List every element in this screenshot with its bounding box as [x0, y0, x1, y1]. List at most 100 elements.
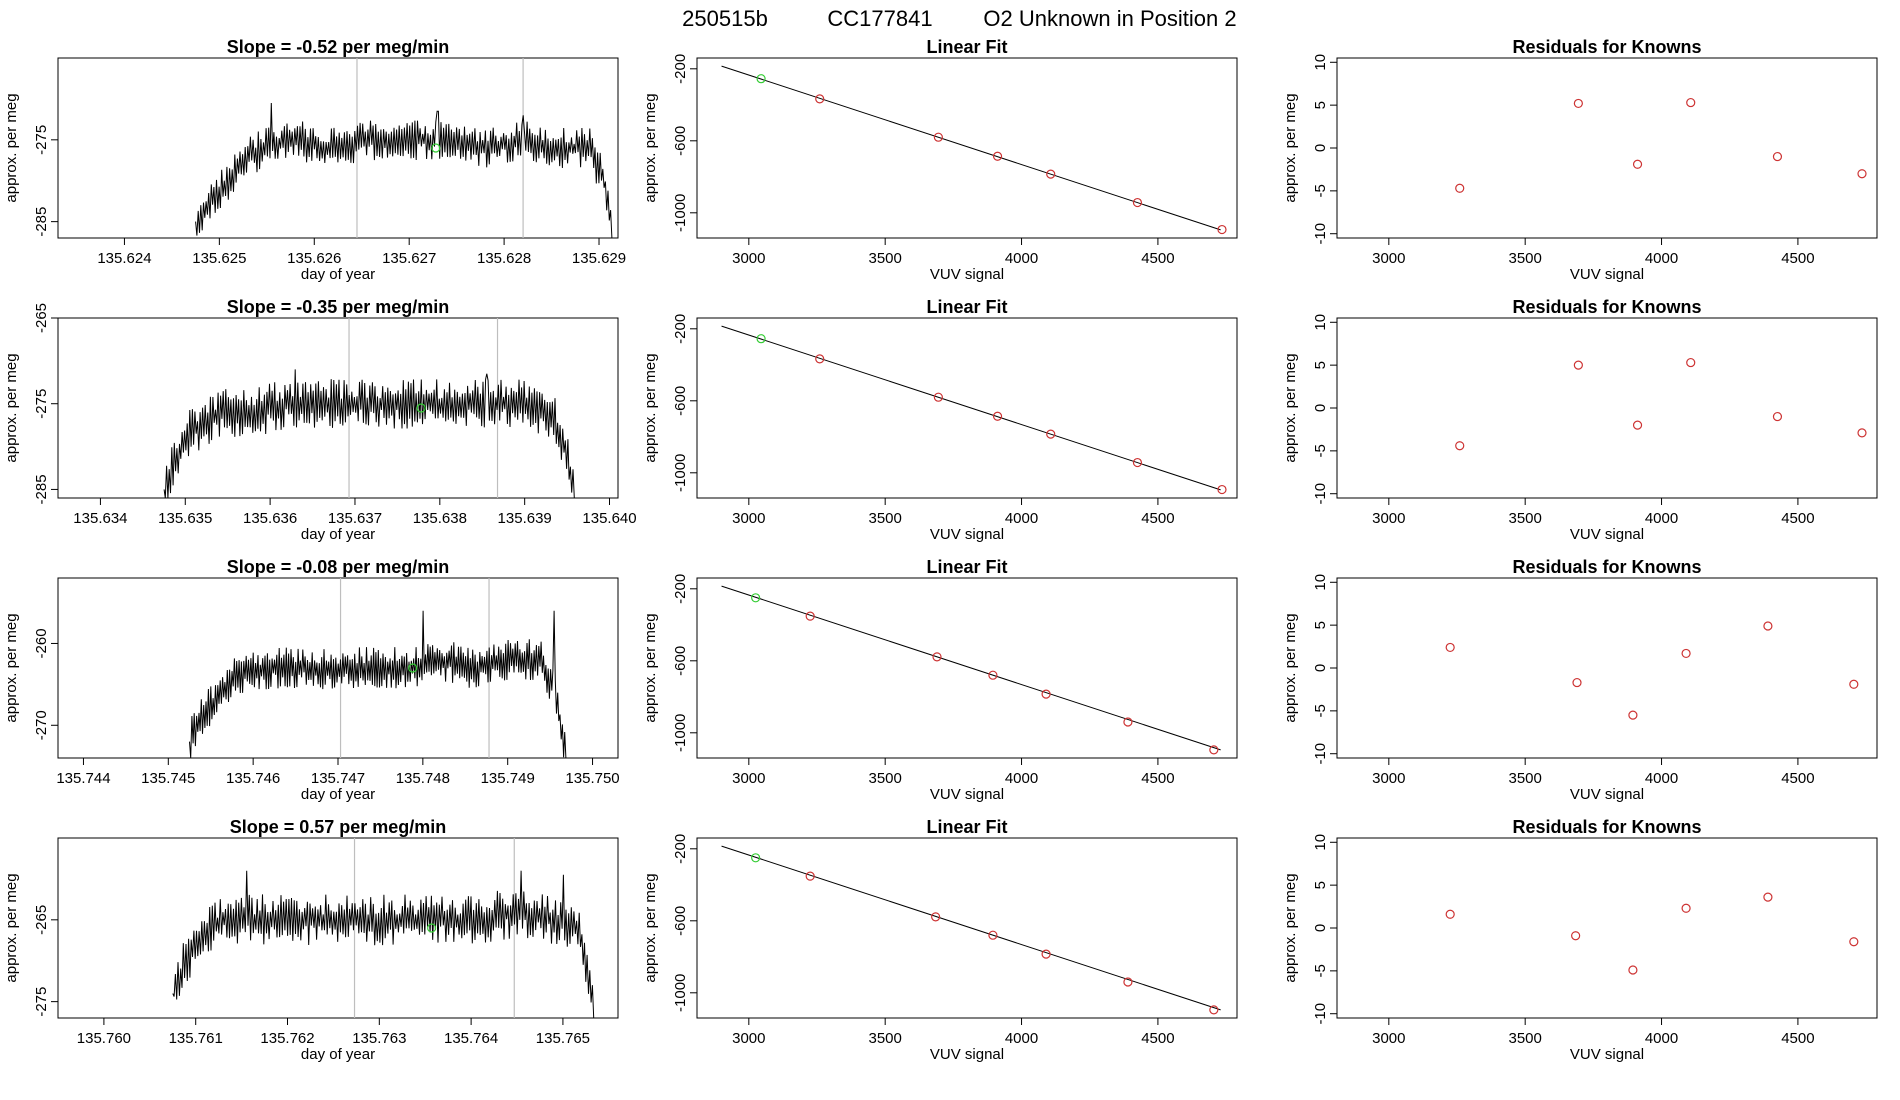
signal-trace: [172, 870, 595, 1019]
plot-title: Residuals for Knowns: [1512, 37, 1701, 57]
plot-frame: [1336, 57, 1878, 239]
y-axis-label: approx. per meg: [3, 93, 20, 202]
unknown-point: [751, 593, 761, 603]
y-tick-label: 0: [1312, 404, 1329, 412]
fit-line: [721, 585, 1221, 751]
y-tick-label: -275: [33, 125, 50, 155]
signal-trace: [189, 610, 568, 759]
y-tick-label: 10: [1312, 314, 1329, 331]
known-point: [815, 354, 825, 364]
y-tick-label: -10: [1312, 743, 1329, 765]
y-tick-label: -600: [672, 646, 689, 676]
known-point: [815, 94, 825, 104]
y-tick-label: 0: [1312, 664, 1329, 672]
y-axis-label: approx. per meg: [642, 873, 659, 982]
y-tick-label: -1000: [672, 974, 689, 1012]
known-point: [988, 670, 998, 680]
panel-timeseries-row-2: Slope = -0.35 per meg/min 135.634 135.635 1…: [3, 297, 637, 543]
unknown-mean-marker: [431, 143, 441, 153]
plot-frame: [696, 837, 1238, 1019]
x-tick-label: 135.744: [56, 770, 110, 787]
plot-frame: [696, 57, 1238, 239]
known-point: [1046, 429, 1056, 439]
panel-linear_fit-row-2: Linear Fit 3000 3500 4000 4500 VUV signal -100…: [642, 297, 1238, 543]
x-axis-label: day of year: [301, 526, 375, 543]
y-tick-label: 5: [1312, 361, 1329, 369]
y-tick-label: -260: [33, 628, 50, 658]
x-axis-label: VUV signal: [1570, 266, 1644, 283]
x-tick-label: 3500: [1508, 510, 1541, 527]
known-point: [933, 132, 943, 142]
plot-title: Slope = 0.57 per meg/min: [230, 817, 447, 837]
y-axis-label: approx. per meg: [1282, 613, 1299, 722]
y-axis-label: approx. per meg: [1282, 353, 1299, 462]
x-tick-label: 135.634: [73, 510, 127, 527]
residual-point: [1857, 169, 1867, 179]
signal-trace: [163, 369, 576, 499]
x-tick-label: 135.765: [536, 1030, 590, 1047]
x-tick-label: 135.626: [287, 250, 341, 267]
known-point: [1041, 689, 1051, 699]
y-tick-label: -200: [672, 834, 689, 864]
residual-point: [1763, 621, 1773, 631]
residual-point: [1573, 98, 1583, 109]
known-point: [805, 611, 815, 621]
y-tick-label: -10: [1312, 483, 1329, 505]
plot-frame: [57, 317, 619, 499]
x-tick-label: 3000: [1372, 250, 1405, 267]
signal-trace: [195, 102, 614, 239]
y-tick-label: -1000: [672, 194, 689, 232]
known-point: [931, 912, 941, 922]
residual-point: [1849, 679, 1859, 689]
residual-point: [1772, 151, 1783, 162]
residual-point: [1632, 420, 1643, 430]
known-point: [992, 411, 1003, 421]
unknown-point: [751, 853, 761, 863]
unknown-point: [756, 74, 766, 84]
y-tick-label: 5: [1312, 621, 1329, 629]
y-tick-label: -600: [672, 126, 689, 156]
x-axis-label: day of year: [301, 786, 375, 803]
residual-point: [1445, 642, 1455, 653]
y-tick-label: -10: [1312, 223, 1329, 245]
panel-timeseries-row-3: Slope = -0.08 per meg/min 135.744 135.745 1…: [3, 557, 620, 803]
x-tick-label: 3500: [868, 1030, 901, 1047]
residual-point: [1445, 909, 1455, 919]
plot-frame: [696, 577, 1238, 759]
y-tick-label: -265: [33, 303, 50, 333]
x-axis-label: VUV signal: [930, 786, 1004, 803]
y-axis-label: approx. per meg: [642, 353, 659, 462]
x-tick-label: 4500: [1141, 510, 1174, 527]
known-point: [1123, 717, 1133, 727]
residual-point: [1628, 710, 1638, 720]
figure-title-description: O2 Unknown in Position 2: [983, 6, 1236, 31]
y-tick-label: -600: [672, 386, 689, 416]
x-axis-label: VUV signal: [1570, 526, 1644, 543]
plot-frame: [696, 317, 1238, 499]
residual-point: [1455, 441, 1465, 451]
residual-point: [1573, 360, 1583, 370]
x-tick-label: 3500: [868, 250, 901, 267]
residual-point: [1632, 159, 1643, 169]
plot-title: Linear Fit: [926, 37, 1007, 57]
plot-title: Residuals for Knowns: [1512, 557, 1701, 577]
x-tick-label: 3500: [868, 510, 901, 527]
known-point: [1132, 197, 1143, 208]
known-point: [805, 871, 815, 881]
fit-line: [721, 845, 1221, 1011]
x-tick-label: 4500: [1781, 770, 1814, 787]
plot-title: Residuals for Knowns: [1512, 817, 1701, 837]
y-axis-label: approx. per meg: [1282, 873, 1299, 982]
x-tick-label: 4000: [1645, 770, 1678, 787]
residual-point: [1686, 357, 1696, 368]
panel-linear_fit-row-1: Linear Fit 3000 3500 4000 4500 VUV signal -100…: [642, 37, 1238, 283]
y-tick-label: 10: [1312, 834, 1329, 851]
x-tick-label: 4500: [1141, 250, 1174, 267]
plot-title: Residuals for Knowns: [1512, 297, 1701, 317]
plot-frame: [1336, 317, 1878, 499]
x-tick-label: 135.639: [498, 510, 552, 527]
x-tick-label: 4500: [1781, 1030, 1814, 1047]
panel-timeseries-row-4: Slope = 0.57 per meg/min 135.760 135.761 13…: [3, 817, 619, 1063]
plot-title: Slope = -0.52 per meg/min: [227, 37, 450, 57]
y-tick-label: -275: [33, 987, 50, 1017]
